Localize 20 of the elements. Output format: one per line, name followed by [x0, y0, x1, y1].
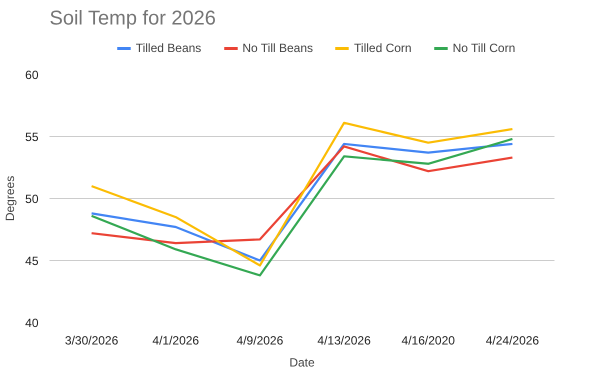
x-tick-label: 3/30/2026: [64, 334, 119, 348]
y-tick-label: 50: [25, 192, 39, 206]
legend-label: Tilled Corn: [354, 41, 412, 55]
x-tick-label: 4/24/2026: [486, 334, 540, 348]
x-axis-title: Date: [289, 356, 315, 370]
legend-label: No Till Beans: [242, 41, 314, 55]
line-series: [90, 122, 514, 267]
x-tick-label: 4/13/2026: [317, 334, 372, 348]
legend-label: No Till Corn: [452, 41, 516, 55]
y-tick-label: 45: [25, 254, 39, 268]
y-tick-label: 55: [25, 130, 39, 144]
y-axis-title: Degrees: [3, 176, 18, 222]
x-tick-label: 4/16/2020: [402, 334, 456, 348]
chart-title: Soil Temp for 2026: [50, 8, 216, 30]
x-tick-label: 4/1/2026: [152, 334, 200, 348]
y-tick-label: 40: [25, 316, 39, 330]
x-tick-label: 4/9/2026: [236, 334, 284, 348]
y-tick-label: 60: [25, 68, 39, 82]
line-series: [90, 145, 514, 244]
legend-label: Tilled Beans: [136, 41, 202, 55]
